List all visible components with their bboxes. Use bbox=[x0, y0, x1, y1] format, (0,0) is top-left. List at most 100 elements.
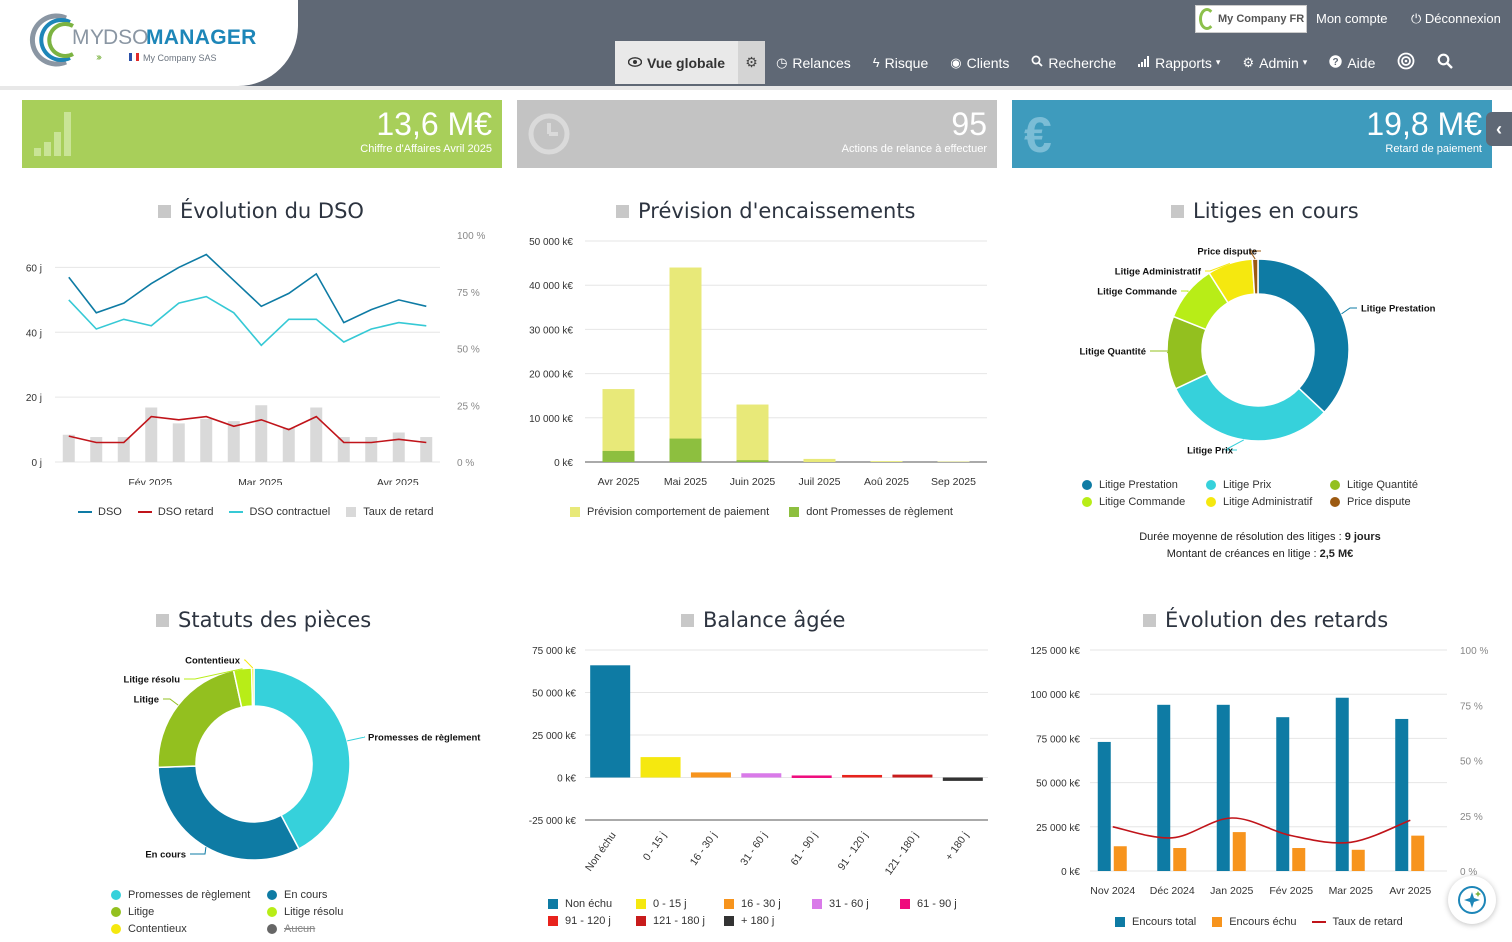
logo-text-dso: DSO bbox=[103, 26, 149, 49]
y-tick-label: 25 000 k€ bbox=[532, 731, 576, 742]
legend-item[interactable]: Encours échu bbox=[1212, 913, 1296, 930]
legend-item[interactable]: Litige Prestation bbox=[1082, 476, 1206, 493]
delays-chart: 0 k€ 25 000 k€ 50 000 k€ 75 000 k€ 100 000 k… bbox=[1031, 646, 1489, 897]
legend-item[interactable]: DSO contractuel bbox=[229, 503, 330, 520]
company-switcher[interactable]: My Company FR bbox=[1195, 5, 1307, 33]
nav-label: Recherche bbox=[1048, 54, 1117, 71]
slice-label-connector bbox=[184, 668, 243, 680]
nav-label: Aide bbox=[1347, 54, 1376, 71]
nav-label: Clients bbox=[966, 54, 1010, 71]
y-tick-label: 75 000 k€ bbox=[532, 646, 576, 657]
slice-label: Litige Administratif bbox=[1115, 267, 1202, 278]
nav-aide[interactable]: ? Aide bbox=[1318, 41, 1386, 84]
kpi-late-payment-tile[interactable]: € 19,8 M€ Retard de paiement bbox=[1012, 100, 1492, 168]
legend-item[interactable]: Encours total bbox=[1115, 913, 1196, 930]
legend-item[interactable]: DSO retard bbox=[137, 503, 213, 520]
side-panel-toggle[interactable]: ‹ bbox=[1486, 112, 1512, 146]
kpi-label: Actions de relance à effectuer bbox=[841, 143, 987, 155]
legend-item[interactable]: dont Promesses de règlement bbox=[789, 503, 953, 520]
y-tick-label: 50 000 k€ bbox=[1036, 779, 1080, 790]
legend-dot-icon bbox=[1330, 479, 1340, 490]
bar-chart-icon bbox=[34, 112, 71, 156]
nav-vue-globale[interactable]: Vue globale bbox=[615, 41, 739, 84]
panel-title-text: Statuts des pièces bbox=[178, 608, 372, 632]
legend-item[interactable]: Litige Prix bbox=[1206, 476, 1330, 493]
legend-label: 91 - 120 j bbox=[565, 914, 611, 927]
nav-relances[interactable]: ◷ Relances bbox=[765, 41, 862, 84]
logout-link[interactable]: ⏻ Déconnexion bbox=[1411, 11, 1501, 27]
logo[interactable]: MY DSO MANAGER ››› My Company SAS bbox=[0, 0, 298, 86]
legend-item[interactable]: DSO bbox=[78, 503, 122, 520]
legend-item[interactable]: Non échu bbox=[548, 895, 636, 912]
legend-item[interactable]: Taux de retard bbox=[346, 503, 434, 520]
nav-admin[interactable]: ⚙ Admin ▾ bbox=[1231, 41, 1318, 84]
assistant-button[interactable] bbox=[1448, 876, 1496, 924]
y2-tick-label: 50 % bbox=[457, 345, 480, 356]
legend-item[interactable]: 61 - 90 j bbox=[900, 895, 988, 912]
y-tick-label: 30 000 k€ bbox=[529, 325, 573, 336]
global-search-button[interactable] bbox=[1426, 41, 1454, 84]
dashboard-settings-button[interactable]: ⚙ bbox=[738, 41, 766, 84]
y2-tick-label: 100 % bbox=[1460, 646, 1488, 657]
y-tick-label: 60 j bbox=[26, 263, 42, 274]
legend-item[interactable]: Litige Quantité bbox=[1330, 476, 1454, 493]
series-line-dso bbox=[68, 253, 427, 324]
panel-title-forecast: Prévision d'encaissements bbox=[616, 199, 916, 223]
nav-rapports[interactable]: Rapports ▾ bbox=[1127, 41, 1231, 84]
kpi-revenue-tile[interactable]: 13,6 M€ Chiffre d'Affaires Avril 2025 bbox=[22, 100, 502, 168]
account-link[interactable]: Mon compte bbox=[1316, 11, 1388, 26]
y-tick-label: 25 000 k€ bbox=[1036, 823, 1080, 834]
slice-label: Litige bbox=[134, 695, 159, 706]
stat-label: Montant de créances en litige : bbox=[1166, 548, 1320, 560]
legend-item[interactable]: 0 - 15 j bbox=[636, 895, 724, 912]
chevron-left-icon: ‹ bbox=[1496, 119, 1502, 139]
y-tick-label: 100 000 k€ bbox=[1031, 690, 1081, 701]
slice-label-connector bbox=[244, 659, 254, 669]
bar-taux-de-retard bbox=[200, 418, 213, 462]
target-button[interactable] bbox=[1386, 41, 1426, 84]
slice-label-connector bbox=[1341, 307, 1357, 315]
legend-label: Promesses de règlement bbox=[128, 888, 251, 901]
target-icon bbox=[1397, 52, 1415, 73]
legend-item[interactable]: 16 - 30 j bbox=[724, 895, 812, 912]
legend-item[interactable]: En cours bbox=[267, 886, 387, 903]
legend-label: 16 - 30 j bbox=[741, 897, 781, 910]
y-tick-label: 10 000 k€ bbox=[529, 414, 573, 425]
aging-bar bbox=[590, 665, 631, 778]
panel-title-aging: Balance âgée bbox=[681, 608, 845, 632]
bar-taux-de-retard bbox=[227, 421, 240, 462]
forecast-chart: 0 k€ 10 000 k€ 20 000 k€ 30 000 k€ 40 000 k€… bbox=[529, 237, 987, 488]
bar-chart-icon bbox=[1138, 55, 1150, 70]
bar-taux-de-retard bbox=[420, 437, 433, 462]
legend-item[interactable]: 91 - 120 j bbox=[548, 912, 636, 929]
nav-clients[interactable]: ◉ Clients bbox=[939, 41, 1020, 84]
legend-item[interactable]: Litige Commande bbox=[1082, 493, 1206, 510]
legend-item[interactable]: Promesses de règlement bbox=[111, 886, 267, 903]
legend-swatch-icon bbox=[548, 915, 558, 926]
legend-label: Prévision comportement de paiement bbox=[587, 505, 770, 518]
legend-item[interactable]: Aucun bbox=[267, 920, 387, 937]
legend-label: Aucun bbox=[284, 922, 316, 935]
legend-item[interactable]: Prévision comportement de paiement bbox=[570, 503, 769, 520]
legend-item[interactable]: 31 - 60 j bbox=[812, 895, 900, 912]
kpi-value: 13,6 M€ bbox=[376, 106, 492, 142]
legend-item[interactable]: 121 - 180 j bbox=[636, 912, 724, 929]
legend-item[interactable]: Price dispute bbox=[1330, 493, 1454, 510]
legend-item[interactable]: Litige résolu bbox=[267, 903, 387, 920]
legend-label: Encours total bbox=[1132, 915, 1197, 928]
nav-recherche[interactable]: Recherche bbox=[1020, 41, 1127, 84]
legend-item[interactable]: Litige bbox=[111, 903, 267, 920]
legend-item[interactable]: Contentieux bbox=[111, 920, 267, 937]
legend-item[interactable]: + 180 j bbox=[724, 912, 812, 929]
bar-encours-echu bbox=[1411, 835, 1425, 871]
aging-bar bbox=[640, 757, 681, 778]
slice-label-connector bbox=[1205, 262, 1231, 272]
logo-text-my: MY bbox=[72, 26, 105, 49]
nav-risque[interactable]: ϟ Risque bbox=[862, 41, 939, 84]
x-tick-label: Mar 2025 bbox=[238, 477, 283, 485]
legend-swatch-icon bbox=[570, 506, 580, 517]
legend-line-icon bbox=[78, 510, 92, 513]
kpi-reminders-tile[interactable]: 95 Actions de relance à effectuer bbox=[517, 100, 997, 168]
legend-item[interactable]: Litige Administratif bbox=[1206, 493, 1330, 510]
legend-item[interactable]: Taux de retard bbox=[1312, 913, 1403, 930]
